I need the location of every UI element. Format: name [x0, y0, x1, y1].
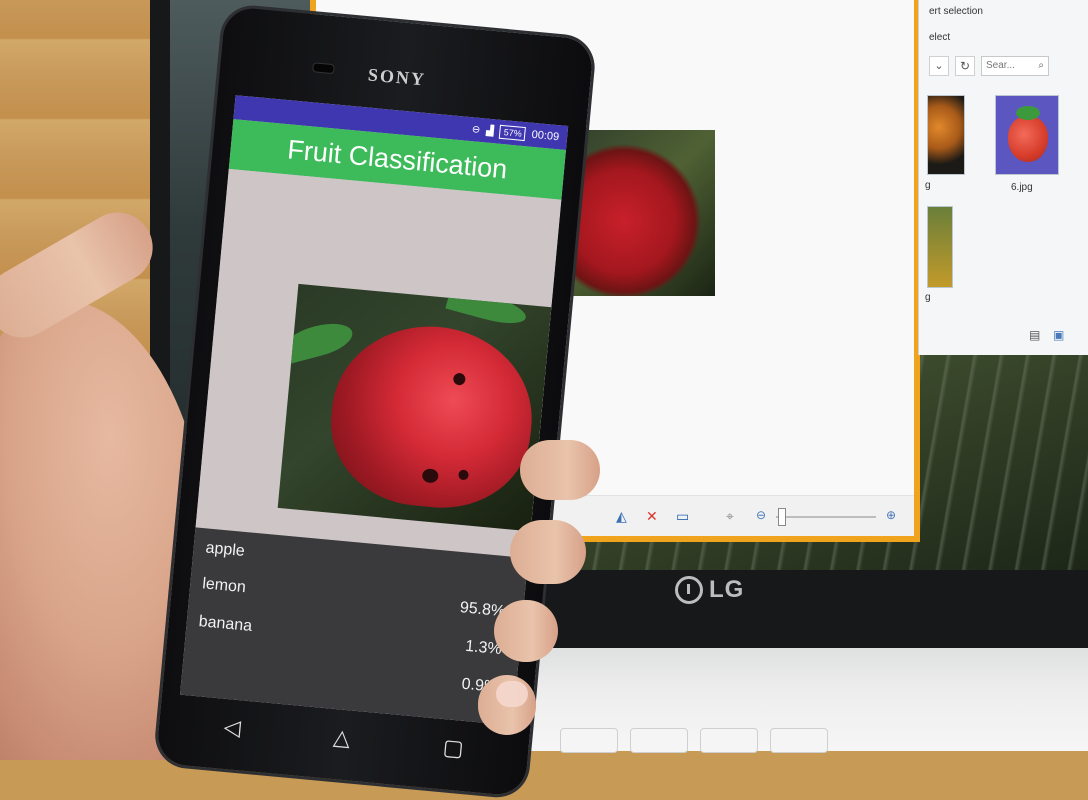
- keyboard-key: [560, 728, 618, 753]
- search-placeholder: Sear...: [986, 60, 1015, 71]
- apple-camera-image: [277, 283, 552, 532]
- keyboard-key: [700, 728, 758, 753]
- leaf-shape: [445, 285, 529, 330]
- ring-finger: [494, 600, 558, 662]
- apple-fruit: [323, 317, 540, 516]
- thumbnail-view-icon[interactable]: ▣: [1053, 328, 1065, 342]
- battery-indicator: 57%: [499, 124, 527, 142]
- recents-icon[interactable]: ▢: [441, 734, 465, 762]
- zoom-slider-track[interactable]: [776, 516, 876, 518]
- delete-icon[interactable]: ✕: [646, 508, 658, 524]
- thumbnail-label: g: [925, 292, 931, 303]
- leaf-shape: [280, 317, 356, 365]
- status-icons: ⊖ ▟ 57% 00:09: [471, 122, 560, 144]
- search-input[interactable]: Sear... ⌕: [981, 56, 1049, 76]
- home-icon[interactable]: △: [332, 724, 352, 751]
- search-icon[interactable]: ⌕: [1038, 60, 1044, 71]
- camera-preview[interactable]: [195, 168, 562, 559]
- thumbnail-label-6: 6.jpg: [1011, 182, 1033, 193]
- slideshow-icon[interactable]: ▭: [676, 508, 690, 524]
- zoom-slider-thumb[interactable]: [778, 508, 786, 526]
- zoom-out-icon[interactable]: ⊖: [756, 508, 767, 522]
- zoom-in-icon[interactable]: ⊕: [886, 508, 897, 522]
- explorer-select-label[interactable]: elect: [929, 32, 951, 43]
- fingernail: [496, 681, 528, 707]
- apple-spot: [421, 468, 439, 484]
- chevron-down-icon[interactable]: ⌄: [929, 56, 949, 76]
- classification-results: apple lemon 95.8% banana 1.3% 0.9%: [180, 527, 529, 726]
- lg-text: LG: [709, 576, 745, 603]
- keyboard-key: [770, 728, 828, 753]
- middle-finger: [510, 520, 586, 584]
- thumbnail-orange[interactable]: [927, 95, 965, 175]
- lg-circle-icon: [675, 576, 703, 604]
- lg-logo: LG: [675, 576, 744, 604]
- strawberry-fruit: [1008, 116, 1048, 162]
- refresh-icon[interactable]: ↻: [955, 56, 975, 76]
- thumbnail-strawberry[interactable]: [995, 95, 1059, 175]
- result-label: lemon: [201, 575, 247, 597]
- keyboard-key: [630, 728, 688, 753]
- little-finger: [478, 675, 536, 735]
- rotate-icon[interactable]: ◭: [616, 508, 627, 524]
- signal-icon: ▟: [485, 125, 495, 137]
- result-label: apple: [204, 539, 246, 560]
- explorer-nav-bar: ⌄ ↻ Sear... ⌕: [929, 55, 1079, 77]
- thumbnail-pineapple[interactable]: [927, 206, 953, 288]
- file-explorer-panel: ert selection elect ⌄ ↻ Sear... ⌕ g 6.jp…: [918, 0, 1088, 355]
- back-icon[interactable]: ◁: [222, 713, 242, 741]
- status-time: 00:09: [531, 128, 560, 144]
- apple-spot: [458, 469, 469, 481]
- fit-icon[interactable]: ⌖: [726, 508, 734, 524]
- result-label: banana: [198, 613, 253, 635]
- minus-circle-icon: ⊖: [471, 123, 481, 136]
- front-camera: [312, 62, 335, 75]
- strawberry-leaves: [1016, 106, 1040, 120]
- explorer-invert-selection[interactable]: ert selection: [929, 6, 983, 17]
- details-view-icon[interactable]: ▤: [1029, 328, 1041, 342]
- index-finger: [520, 440, 600, 500]
- apple-spot: [452, 372, 466, 386]
- thumbnail-label: g: [925, 180, 931, 191]
